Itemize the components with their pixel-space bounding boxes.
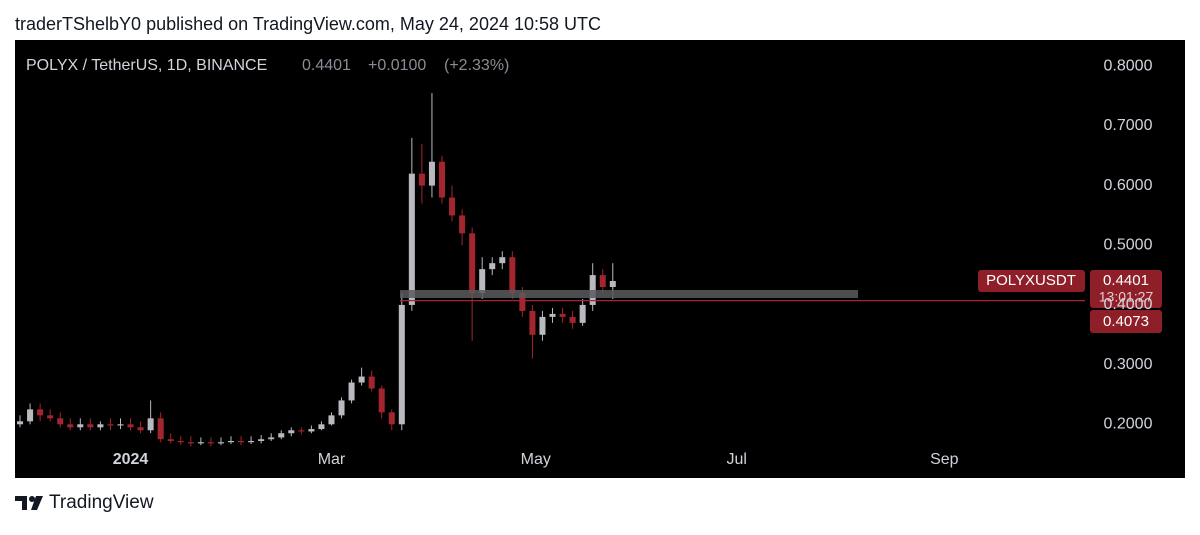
candle-body <box>599 275 606 287</box>
candle-body <box>97 424 104 428</box>
candle-body <box>167 439 174 442</box>
candle-body <box>539 316 546 335</box>
candle-body <box>87 424 94 428</box>
change: +0.0100 <box>368 57 426 74</box>
candle-body <box>187 442 194 444</box>
candle-body <box>368 376 375 389</box>
candle-body <box>459 215 466 234</box>
candle-body <box>579 304 586 323</box>
candle-body <box>609 281 616 287</box>
y-tick-label: 0.2000 <box>1104 416 1153 433</box>
tv-logo <box>15 496 43 510</box>
candle-body <box>438 161 446 198</box>
change-pct: (+2.33%) <box>444 57 509 74</box>
range-band <box>400 290 858 298</box>
y-tick-label: 0.6000 <box>1104 177 1153 194</box>
candle-body <box>509 257 516 294</box>
candle-body <box>278 433 285 438</box>
candle-body <box>17 421 24 425</box>
symbol-label: POLYXUSDT <box>986 272 1076 289</box>
candle-body <box>57 418 64 425</box>
brand: TradingView <box>49 492 154 513</box>
candle-body <box>37 409 44 416</box>
candle-body <box>338 400 345 416</box>
candle-body <box>318 424 325 430</box>
candle-body <box>288 430 295 434</box>
y-tick-label: 0.7000 <box>1104 117 1153 134</box>
candle-body <box>67 424 74 428</box>
candle-body <box>449 197 456 216</box>
candle-body <box>27 409 34 422</box>
candle-body <box>499 257 506 264</box>
candle-body <box>298 430 305 432</box>
candle-body <box>418 173 425 186</box>
x-tick-label: Mar <box>318 451 346 468</box>
y-tick-label: 0.3000 <box>1104 356 1153 373</box>
price-line-badge <box>1090 310 1162 333</box>
y-tick-label: 0.8000 <box>1104 57 1153 74</box>
candle-body <box>358 376 365 383</box>
candle-body <box>248 441 255 443</box>
symbol-badge <box>978 270 1085 292</box>
candle-body <box>348 382 355 401</box>
candle-body <box>177 441 184 443</box>
candle-body <box>147 418 154 431</box>
candle-body <box>428 161 435 186</box>
x-tick-label: May <box>521 451 551 468</box>
candle-body <box>378 388 385 413</box>
countdown: 13:01:27 <box>1099 289 1154 305</box>
candle-body <box>469 233 476 294</box>
candle-body <box>217 442 224 444</box>
candle-body <box>388 412 395 425</box>
last-price-badge <box>1090 270 1162 308</box>
publisher: traderTShelbY0 published on TradingView.… <box>15 14 601 34</box>
candle-body <box>117 424 124 426</box>
candle-body <box>127 424 134 428</box>
x-tick-label: 2024 <box>113 451 149 468</box>
candle-body <box>207 442 214 444</box>
x-tick-label: Sep <box>930 451 959 468</box>
candle-body <box>308 429 315 432</box>
chart-background <box>15 40 1185 478</box>
candle-body <box>549 313 556 317</box>
candle-body <box>529 310 536 335</box>
candle-body <box>238 441 245 443</box>
last-price-axis-label: 0.4401 <box>1103 272 1149 289</box>
candle-body <box>398 304 405 425</box>
candle-body <box>569 316 576 323</box>
candle-body <box>479 269 486 294</box>
candle-body <box>489 263 496 270</box>
candle-body <box>227 441 235 443</box>
y-tick-label: 0.4000 <box>1104 296 1153 313</box>
candle-body <box>559 313 566 317</box>
candle-body <box>258 439 265 442</box>
candle-body <box>47 415 54 419</box>
candle-body <box>137 427 144 431</box>
last-price: 0.4401 <box>302 57 351 74</box>
candle-body <box>157 418 164 440</box>
candle-body <box>107 424 114 426</box>
candle-body <box>408 173 415 305</box>
chart-title: POLYX / TetherUS, 1D, BINANCE <box>26 57 267 74</box>
y-tick-label: 0.5000 <box>1104 236 1153 253</box>
candle-body <box>197 442 204 444</box>
candle-body <box>77 424 84 428</box>
candle-body <box>519 293 526 311</box>
candle-body <box>268 437 275 440</box>
candle-body <box>328 415 335 425</box>
x-tick-label: Jul <box>726 451 746 468</box>
price-line-label: 0.4073 <box>1103 313 1149 330</box>
